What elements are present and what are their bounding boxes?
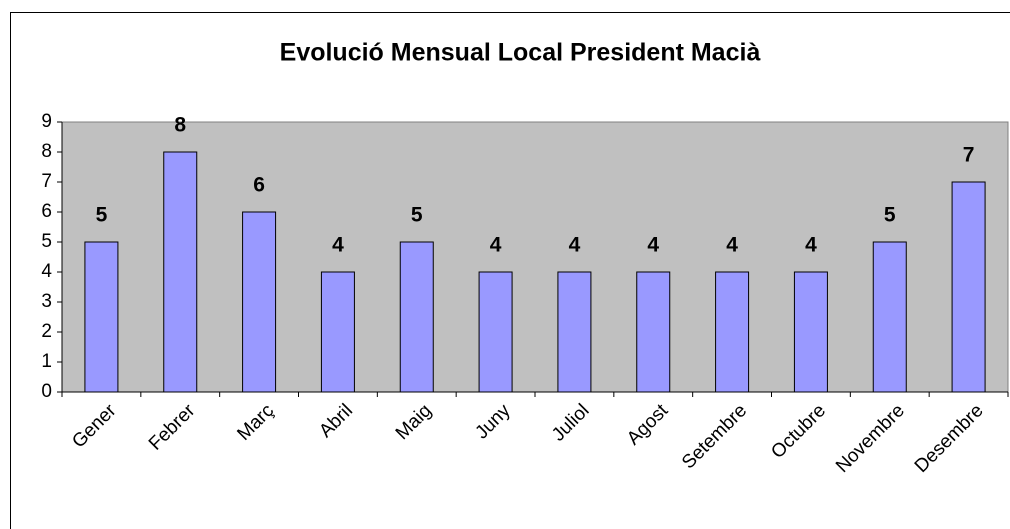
- value-label: 4: [726, 234, 738, 257]
- bar: [399, 241, 434, 393]
- bar: [557, 271, 592, 393]
- plot-area: [61, 121, 1009, 393]
- bar: [951, 181, 986, 393]
- y-tick-label: 9: [41, 111, 52, 132]
- y-tick-label: 4: [41, 261, 52, 282]
- chart-title: Evolució Mensual Local President Macià: [280, 39, 761, 67]
- value-label: 7: [963, 144, 975, 167]
- value-label: 6: [253, 174, 265, 197]
- value-label: 5: [884, 204, 896, 227]
- value-label: 4: [805, 234, 817, 257]
- y-tick-label: 0: [41, 381, 52, 402]
- bar: [715, 271, 750, 393]
- bar: [872, 241, 907, 393]
- y-tick-label: 8: [41, 141, 52, 162]
- value-label: 5: [411, 204, 423, 227]
- bar: [320, 271, 355, 393]
- value-label: 4: [332, 234, 344, 257]
- bar: [636, 271, 671, 393]
- bar: [84, 241, 119, 393]
- bar: [242, 211, 277, 393]
- bar: [793, 271, 828, 393]
- bar: [163, 151, 198, 393]
- value-label: 4: [569, 234, 581, 257]
- value-label: 4: [490, 234, 502, 257]
- y-tick-label: 7: [41, 171, 52, 192]
- y-tick-label: 5: [41, 231, 52, 252]
- value-label: 5: [96, 204, 108, 227]
- bar: [478, 271, 513, 393]
- value-label: 4: [647, 234, 659, 257]
- value-label: 8: [174, 114, 186, 137]
- y-tick-label: 3: [41, 291, 52, 312]
- y-tick-label: 1: [41, 351, 52, 372]
- y-tick-label: 6: [41, 201, 52, 222]
- y-tick-label: 2: [41, 321, 52, 342]
